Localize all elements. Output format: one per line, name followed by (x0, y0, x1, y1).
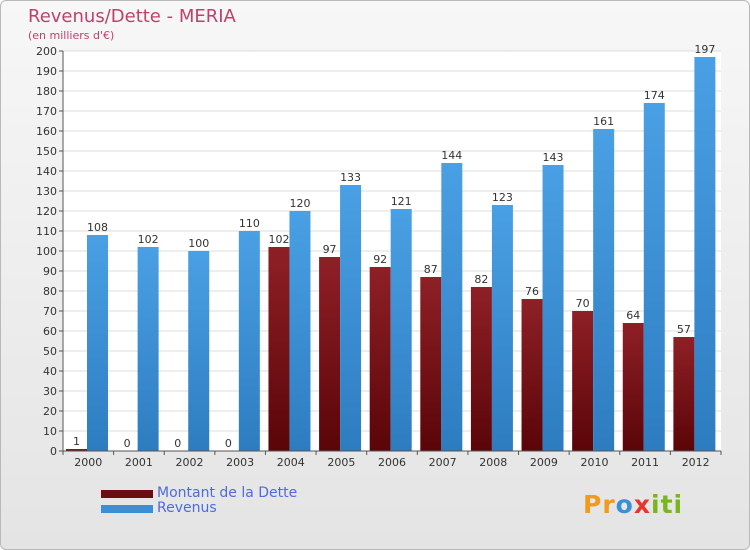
y-tick-label: 130 (36, 185, 57, 198)
data-label-revenus: 144 (441, 149, 462, 162)
data-label-dette: 0 (225, 437, 232, 450)
bar-dette (673, 337, 695, 451)
x-tick-label: 2011 (631, 456, 659, 469)
bar-dette (66, 449, 87, 451)
bar-revenus (137, 247, 159, 451)
y-tick-label: 170 (36, 105, 57, 118)
x-tick-label: 2001 (125, 456, 153, 469)
bar-revenus (694, 57, 716, 451)
y-tick-label: 190 (36, 65, 57, 78)
data-label-dette: 82 (474, 273, 488, 286)
x-tick-label: 2003 (226, 456, 254, 469)
y-tick-label: 10 (43, 425, 57, 438)
y-tick-label: 150 (36, 145, 57, 158)
x-tick-label: 2004 (277, 456, 305, 469)
proxiti-logo: Proxiti (583, 490, 683, 519)
data-label-revenus: 143 (543, 151, 564, 164)
y-tick-label: 90 (43, 265, 57, 278)
logo-letter: P (583, 490, 603, 519)
data-label-dette: 57 (677, 323, 691, 336)
bar-revenus (289, 211, 311, 451)
y-tick-label: 0 (50, 445, 57, 458)
x-tick-label: 2012 (682, 456, 710, 469)
data-label-revenus: 108 (87, 221, 108, 234)
x-tick-label: 2002 (176, 456, 204, 469)
bar-revenus (542, 165, 564, 451)
bar-revenus (238, 231, 260, 451)
y-tick-label: 110 (36, 225, 57, 238)
y-tick-label: 70 (43, 305, 57, 318)
x-tick-label: 2008 (479, 456, 507, 469)
x-tick-label: 2009 (530, 456, 558, 469)
logo-letter: t (660, 490, 674, 519)
data-label-dette: 1 (73, 435, 80, 448)
bar-revenus (441, 163, 463, 451)
y-tick-label: 80 (43, 285, 57, 298)
legend-swatch-dette (101, 490, 153, 498)
bar-revenus (643, 103, 665, 451)
data-label-dette: 102 (268, 233, 289, 246)
data-label-revenus: 197 (694, 43, 715, 56)
bar-revenus (390, 209, 412, 451)
bar-revenus (87, 235, 108, 451)
bar-dette (521, 299, 543, 451)
data-label-revenus: 121 (391, 195, 412, 208)
data-label-revenus: 102 (138, 233, 159, 246)
data-label-dette: 0 (124, 437, 131, 450)
bar-dette (622, 323, 644, 451)
logo-letter: r (602, 490, 616, 519)
chart-title: Revenus/Dette - MERIA (28, 6, 236, 27)
data-label-dette: 76 (525, 285, 539, 298)
data-label-dette: 64 (626, 309, 640, 322)
data-label-revenus: 174 (644, 89, 665, 102)
chart-subtitle: (en milliers d'€) (28, 29, 115, 42)
data-label-dette: 97 (323, 243, 337, 256)
bar-dette (470, 287, 492, 451)
y-tick-label: 180 (36, 85, 57, 98)
bar-dette (572, 311, 594, 451)
legend-label-revenus: Revenus (157, 500, 217, 516)
x-tick-label: 2006 (378, 456, 406, 469)
data-label-revenus: 100 (188, 237, 209, 250)
bar-revenus (491, 205, 513, 451)
y-tick-label: 30 (43, 385, 57, 398)
data-label-revenus: 123 (492, 191, 513, 204)
bar-revenus (188, 251, 210, 451)
x-tick-label: 2010 (580, 456, 608, 469)
y-tick-label: 140 (36, 165, 57, 178)
logo-letter: i (673, 490, 684, 519)
y-tick-label: 200 (36, 45, 57, 58)
data-label-dette: 70 (576, 297, 590, 310)
y-tick-label: 40 (43, 365, 57, 378)
legend-swatch-revenus (101, 505, 153, 513)
data-label-revenus: 133 (340, 171, 361, 184)
data-label-revenus: 110 (239, 217, 260, 230)
data-label-dette: 0 (174, 437, 181, 450)
y-tick-label: 60 (43, 325, 57, 338)
data-label-revenus: 120 (289, 197, 310, 210)
bar-dette (268, 247, 290, 451)
data-label-revenus: 161 (593, 115, 614, 128)
y-tick-label: 160 (36, 125, 57, 138)
y-tick-label: 20 (43, 405, 57, 418)
x-tick-label: 2000 (74, 456, 102, 469)
bar-revenus (340, 185, 362, 451)
logo-letter: o (615, 490, 634, 519)
bar-dette (369, 267, 391, 451)
x-tick-label: 2005 (327, 456, 355, 469)
logo-letter: x (633, 490, 651, 519)
legend-label-dette: Montant de la Dette (157, 485, 298, 501)
bar-dette (319, 257, 341, 451)
y-tick-label: 50 (43, 345, 57, 358)
y-tick-label: 100 (36, 245, 57, 258)
bar-dette (420, 277, 442, 451)
data-label-dette: 92 (373, 253, 387, 266)
x-tick-label: 2007 (429, 456, 457, 469)
data-label-dette: 87 (424, 263, 438, 276)
logo-letter: i (651, 490, 661, 519)
bar-revenus (593, 129, 615, 451)
y-tick-label: 120 (36, 205, 57, 218)
